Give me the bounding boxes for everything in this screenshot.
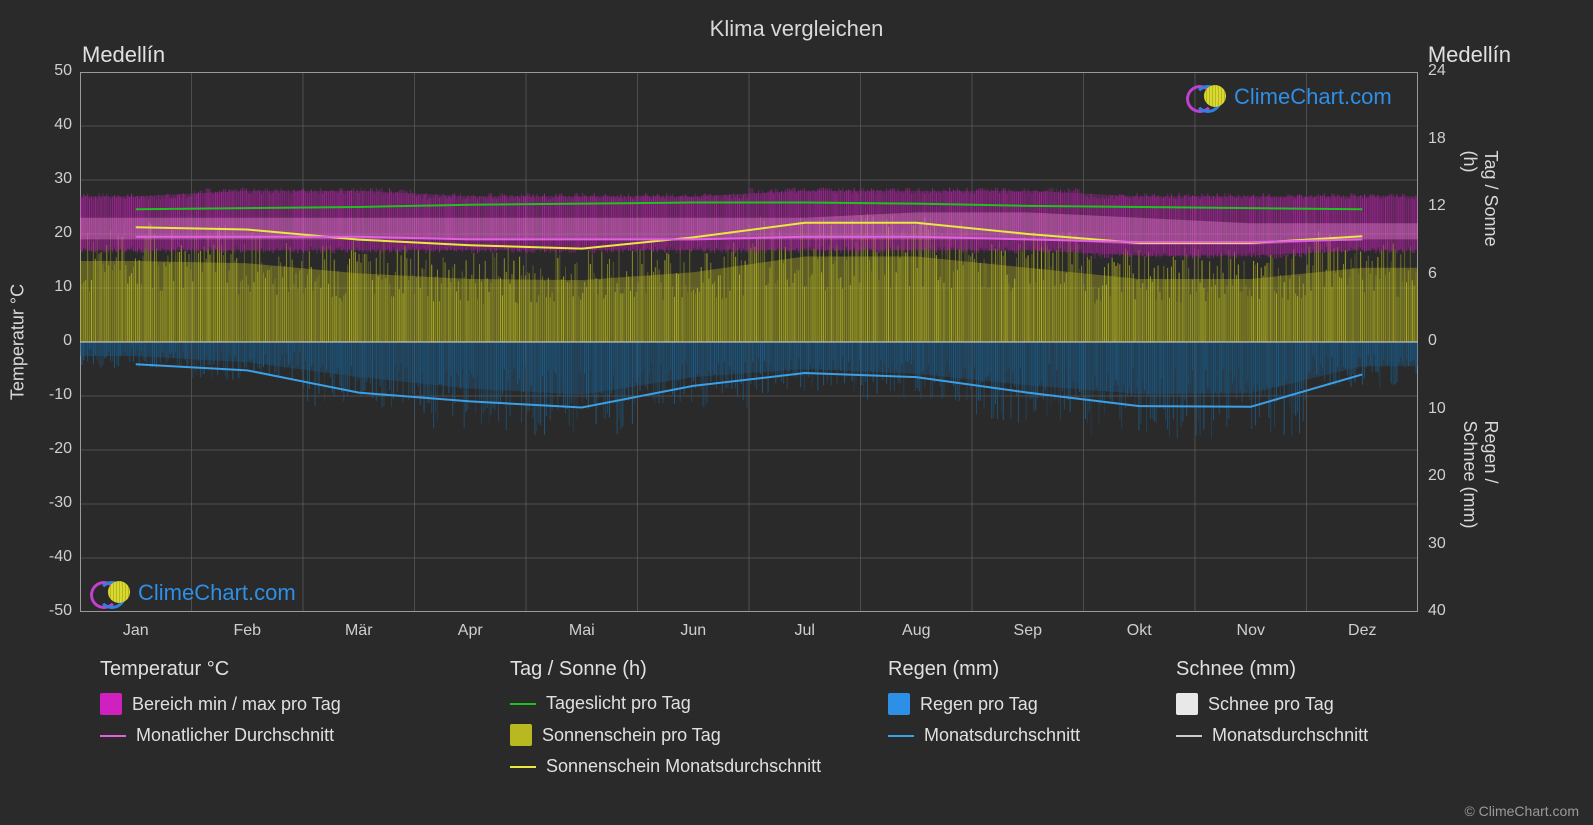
legend-title: Temperatur °C xyxy=(100,658,341,681)
climechart-logo-icon xyxy=(1186,84,1226,110)
legend-label: Bereich min / max pro Tag xyxy=(132,694,341,715)
climechart-logo-icon xyxy=(90,580,130,606)
xtick-month: Feb xyxy=(233,622,261,640)
ytick-left: 20 xyxy=(54,224,72,242)
ytick-right-mm: 40 xyxy=(1428,602,1446,620)
legend-label: Tageslicht pro Tag xyxy=(546,693,691,714)
ytick-left: -50 xyxy=(49,602,72,620)
legend-item: Sonnenschein pro Tag xyxy=(510,724,821,746)
legend-label: Monatsdurchschnitt xyxy=(1212,725,1368,746)
legend-group: Temperatur °C Bereich min / max pro Tag Mo… xyxy=(100,658,341,756)
legend-line-icon xyxy=(510,766,536,768)
xtick-month: Apr xyxy=(458,622,483,640)
legend-label: Regen pro Tag xyxy=(920,694,1038,715)
chart-title: Klima vergleichen xyxy=(0,16,1593,42)
legend-group: Tag / Sonne (h) Tageslicht pro Tag Sonnens… xyxy=(510,658,821,787)
legend-label: Monatlicher Durchschnitt xyxy=(136,725,334,746)
plot-svg xyxy=(80,72,1418,612)
ytick-right-hours: 24 xyxy=(1428,62,1446,80)
legend-label: Sonnenschein pro Tag xyxy=(542,725,721,746)
copyright-text: © ClimeChart.com xyxy=(1464,803,1579,819)
ytick-right-hours: 0 xyxy=(1428,332,1437,350)
plot-area xyxy=(80,72,1418,612)
ytick-left: -40 xyxy=(49,548,72,566)
y-axis-right-bottom-label: Regen / Schnee (mm) xyxy=(1459,421,1501,534)
ytick-left: 0 xyxy=(63,332,72,350)
ytick-right-hours: 6 xyxy=(1428,265,1437,283)
xtick-month: Mär xyxy=(345,622,373,640)
xtick-month: Mai xyxy=(569,622,595,640)
ytick-left: 10 xyxy=(54,278,72,296)
ytick-left: -20 xyxy=(49,440,72,458)
legend-label: Sonnenschein Monatsdurchschnitt xyxy=(546,756,821,777)
legend-line-icon xyxy=(510,703,536,705)
legend-item: Sonnenschein Monatsdurchschnitt xyxy=(510,756,821,777)
legend-line-icon xyxy=(1176,735,1202,737)
legend-swatch-icon xyxy=(510,724,532,746)
legend-line-icon xyxy=(100,735,126,737)
ytick-left: -30 xyxy=(49,494,72,512)
xtick-month: Jan xyxy=(123,622,149,640)
legend-title: Schnee (mm) xyxy=(1176,658,1368,681)
legend-title: Tag / Sonne (h) xyxy=(510,658,821,681)
legend-item: Bereich min / max pro Tag xyxy=(100,693,341,715)
y-axis-right-top-label: Tag / Sonne (h) xyxy=(1459,151,1501,264)
legend-title: Regen (mm) xyxy=(888,658,1080,681)
xtick-month: Okt xyxy=(1127,622,1152,640)
legend-group: Regen (mm) Regen pro Tag Monatsdurchschnit… xyxy=(888,658,1080,756)
ytick-left: -10 xyxy=(49,386,72,404)
legend-swatch-icon xyxy=(888,693,910,715)
watermark-text: ClimeChart.com xyxy=(138,580,296,606)
ytick-right-mm: 30 xyxy=(1428,535,1446,553)
legend-item: Regen pro Tag xyxy=(888,693,1080,715)
xtick-month: Dez xyxy=(1348,622,1376,640)
legend-item: Schnee pro Tag xyxy=(1176,693,1368,715)
ytick-left: 40 xyxy=(54,116,72,134)
xtick-month: Sep xyxy=(1014,622,1042,640)
chart-root: { "title": "Klima vergleichen", "city_le… xyxy=(0,0,1593,825)
xtick-month: Jul xyxy=(795,622,815,640)
ytick-right-mm: 20 xyxy=(1428,467,1446,485)
legend-item: Monatsdurchschnitt xyxy=(888,725,1080,746)
ytick-left: 50 xyxy=(54,62,72,80)
legend-group: Schnee (mm) Schnee pro Tag Monatsdurchschn… xyxy=(1176,658,1368,756)
city-label-left: Medellín xyxy=(82,42,165,68)
ytick-right-hours: 12 xyxy=(1428,197,1446,215)
ytick-right-hours: 18 xyxy=(1428,130,1446,148)
legend-swatch-icon xyxy=(1176,693,1198,715)
legend-item: Tageslicht pro Tag xyxy=(510,693,821,714)
legend-swatch-icon xyxy=(100,693,122,715)
xtick-month: Aug xyxy=(902,622,930,640)
legend-item: Monatlicher Durchschnitt xyxy=(100,725,341,746)
ytick-left: 30 xyxy=(54,170,72,188)
legend-label: Monatsdurchschnitt xyxy=(924,725,1080,746)
legend-line-icon xyxy=(888,735,914,737)
watermark: ClimeChart.com xyxy=(1186,84,1392,110)
watermark-text: ClimeChart.com xyxy=(1234,84,1392,110)
y-axis-left-label: Temperatur °C xyxy=(8,284,29,400)
watermark: ClimeChart.com xyxy=(90,580,296,606)
xtick-month: Jun xyxy=(680,622,706,640)
xtick-month: Nov xyxy=(1237,622,1265,640)
legend-label: Schnee pro Tag xyxy=(1208,694,1334,715)
legend-item: Monatsdurchschnitt xyxy=(1176,725,1368,746)
ytick-right-mm: 10 xyxy=(1428,400,1446,418)
